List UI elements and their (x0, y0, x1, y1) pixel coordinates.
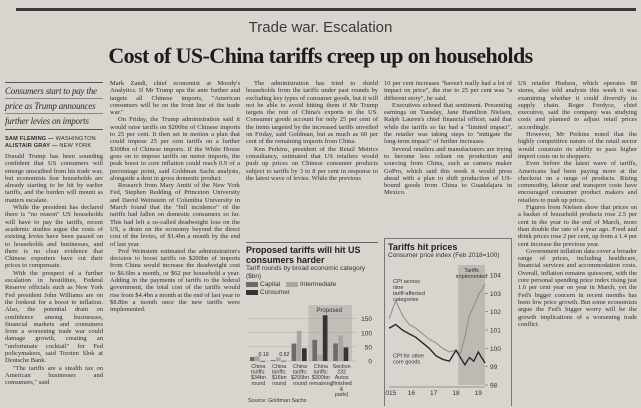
bar-intermediate (296, 330, 302, 361)
data-label: 0.52 (279, 352, 289, 358)
y-tick-label: 100 (361, 330, 372, 337)
y-tick-label: 99 (490, 364, 498, 371)
paragraph: With the prospect of a further escalatio… (5, 269, 103, 365)
y-tick-label: 101 (490, 328, 501, 335)
x-tick-label: Section 232 Autos (finished & parts) (331, 364, 351, 398)
paragraph: Government inflation data cover a broade… (518, 247, 637, 328)
source-note: Source: Goldman Sachs (248, 398, 307, 404)
paragraph: US retailer Hudson, which operates 88 st… (518, 80, 637, 131)
bar-chart: Proposed tariffs will hit US consumers h… (246, 242, 378, 406)
line-chart: Tariffs hit prices Consumer price index … (384, 238, 512, 406)
x-tick-label: China tariffs: $16bn round (272, 364, 287, 387)
bar-consumer (343, 347, 349, 361)
paragraph: Mark Zandi, chief economist at Moody's A… (110, 80, 240, 117)
paragraph: On Friday, the Trump administration said… (110, 116, 240, 182)
standfirst: Consumers start to pay the price as Trum… (5, 82, 103, 130)
bar-capital (333, 343, 338, 361)
column-3: The administration has tried to shield h… (246, 80, 378, 182)
paragraph: However, Mr Perkins noted that the highl… (518, 131, 637, 160)
paragraph: Figures from Nielsen show that prices on… (518, 204, 637, 248)
top-rule (16, 8, 636, 11)
data-label: 0.19 (259, 352, 269, 358)
x-tick-label: 16 (408, 390, 416, 397)
proposed-label: Proposed (316, 308, 342, 314)
section-kicker: Trade war. Escalation (248, 19, 393, 36)
column-5: US retailer Hudson, which operates 88 st… (518, 80, 637, 328)
column-4: 10 per cent increases "haven't really ha… (384, 80, 512, 197)
paragraph: "The tariffs are a stealth tax on Americ… (5, 364, 103, 387)
legend-label: Consumer (260, 289, 290, 296)
y-tick-label: 150 (361, 316, 372, 323)
bar-intermediate (338, 335, 344, 361)
author-location: WASHINGTON (55, 136, 96, 142)
x-tick-label: 19 (475, 390, 483, 397)
author-name: SAM FLEMING (5, 136, 47, 142)
author-location: NEW YORK (59, 143, 92, 149)
bar-consumer (322, 315, 328, 361)
bar-intermediate (276, 357, 281, 361)
y-tick-label: 98 (490, 383, 498, 390)
legend-label: Capital (260, 281, 281, 288)
y-tick-label: 0 (368, 359, 372, 366)
paragraph: Research from Mary Amiti of the New York… (110, 182, 240, 248)
legend-item: Consumer (246, 289, 290, 296)
bar-capital (312, 339, 318, 361)
y-tick-label: 104 (490, 273, 501, 280)
line-chart-subtitle: Consumer price index (Feb 2018=100) (388, 252, 500, 259)
x-tick-label: 18 (452, 390, 460, 397)
legend-swatch (246, 281, 258, 287)
bar-chart-plot: Proposed 0 50 100 150 China tariffs: $34bn round… (248, 305, 373, 404)
x-tick-label: China tariffs: $200bn round (291, 364, 309, 387)
y-tick-label: 103 (490, 291, 501, 298)
headline: Cost of US-China tariffs creep up on hou… (108, 43, 533, 68)
bar-capital (250, 357, 255, 361)
series-label-other-core: CPI for other core goods (393, 354, 424, 366)
bar-capital (291, 343, 297, 361)
y-tick-label: 50 (365, 344, 373, 351)
bar-intermediate (255, 356, 260, 361)
bar-chart-subtitle: Tariff rounds by broad economic category… (246, 265, 366, 280)
paragraph: Donald Trump has been sounding confident… (5, 153, 103, 204)
paragraph: Several retailers and manufacturers are … (384, 145, 512, 197)
column-2: Mark Zandi, chief economist at Moody's A… (110, 80, 240, 314)
bar-consumer (260, 360, 266, 362)
legend-swatch (286, 281, 299, 287)
standfirst-line: price as Trump announces (5, 99, 103, 114)
paragraph: While the president has declared there i… (5, 204, 103, 270)
paragraph: Even before the latest wave of tariffs, … (518, 160, 637, 204)
bar-chart-title: Proposed tariffs will hit US consumers h… (246, 245, 361, 265)
bar-consumer (281, 360, 286, 362)
y-tick-label: 102 (490, 309, 501, 316)
legend-swatch (246, 289, 258, 295)
legend-label: Intermediate (300, 281, 337, 288)
series-line-other-core (388, 323, 486, 367)
paragraph: 10 per cent increases "haven't really ha… (384, 80, 512, 102)
bar-capital (270, 360, 276, 361)
y-tick-label: 100 (490, 346, 501, 353)
bar-intermediate (317, 354, 323, 361)
series-line-tariff-affected (388, 283, 486, 355)
author-name: ALISTAIR GRAY (5, 143, 51, 149)
line-chart-title: Tariffs hit prices (388, 242, 458, 252)
column-1: Consumers start to pay the price as Trum… (5, 82, 103, 387)
paragraph: Prof Weinstein estimated the administrat… (110, 247, 240, 314)
legend-item: Intermediate (286, 281, 336, 288)
paragraph: Executives echoed that sentiment. Presen… (384, 101, 512, 146)
x-tick-label: 17 (430, 390, 438, 397)
tariffs-shading (458, 265, 485, 385)
shading-label: Tariffs implemented (456, 268, 488, 280)
bar-consumer (302, 348, 307, 361)
standfirst-line: further levies on imports (5, 116, 89, 126)
bar-chart-legend: Capital Intermediate Consumer (246, 281, 378, 297)
standfirst-line: Consumers start to pay the (5, 84, 103, 99)
x-tick-label: China tariffs: $300bn remaining (309, 364, 333, 387)
x-tick-label: 2015 (385, 390, 397, 397)
series-label-tariff-affected: CPI across nine tariff-affected categories (393, 279, 425, 303)
paragraph: Ken Perkins, president of the Retail Met… (246, 145, 378, 182)
paragraph: The administration has tried to shield h… (246, 80, 378, 146)
byline: SAM FLEMING — WASHINGTON ALISTAIR GRAY —… (5, 136, 96, 149)
x-tick-label: China tariffs: $34bn round (251, 364, 266, 387)
legend-item: Capital (246, 281, 280, 288)
